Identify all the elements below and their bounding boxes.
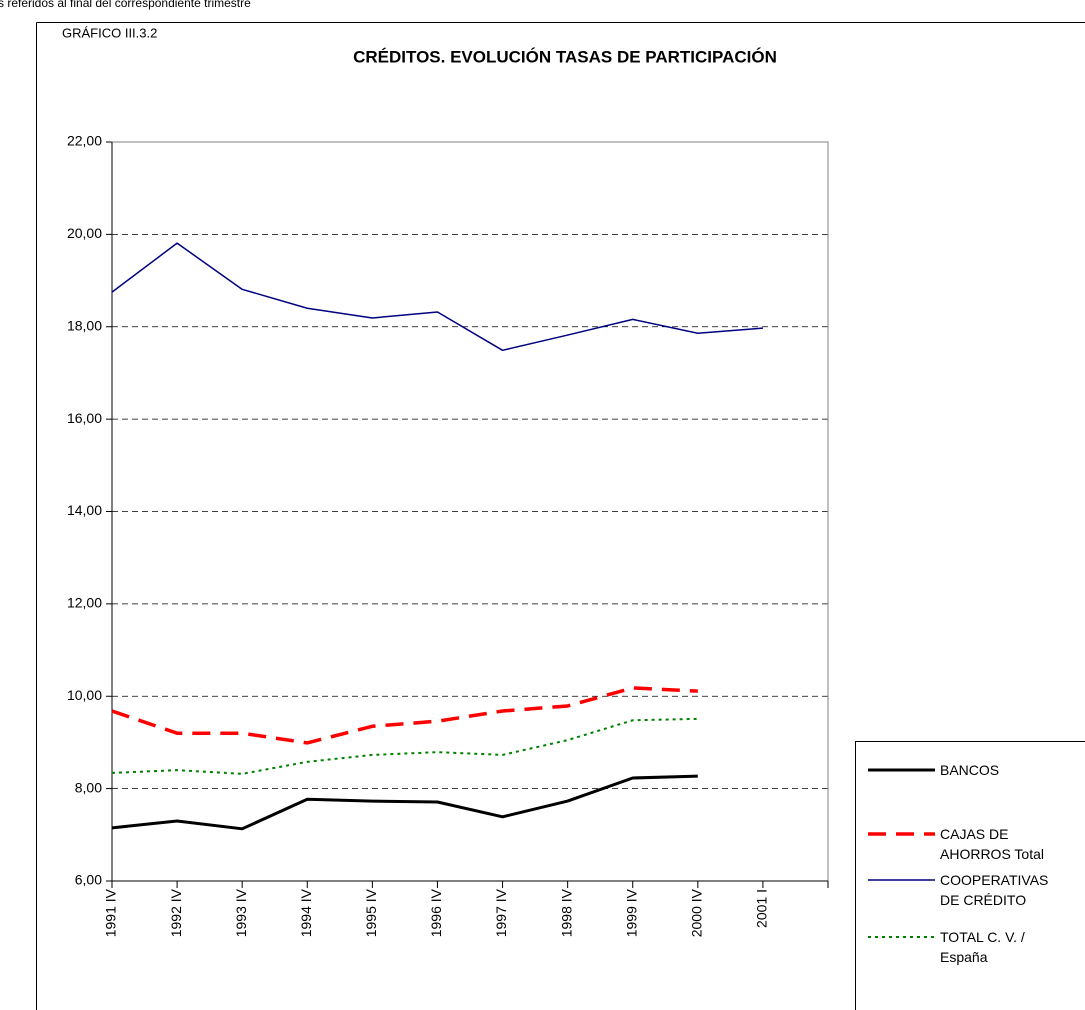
y-tick-label: 16,00 [67, 410, 102, 426]
series-line [111, 717, 698, 775]
x-tick-label: 1993 IV [233, 888, 249, 937]
chart-label: GRÁFICO III.3.2 [62, 25, 157, 40]
legend-label: CAJAS DE AHORROS Total [940, 826, 1044, 862]
x-tick-label: 1998 IV [558, 888, 574, 937]
x-tick-label: 1994 IV [298, 888, 314, 937]
y-tick-label: 20,00 [67, 225, 102, 241]
series-line [111, 686, 698, 745]
y-tick-label: 18,00 [67, 317, 102, 333]
x-tick-label: 1997 IV [493, 888, 509, 937]
y-tick-label: 22,00 [67, 133, 102, 149]
y-tick-label: 10,00 [67, 687, 102, 703]
y-tick-label: 12,00 [67, 595, 102, 611]
series-line [111, 242, 763, 352]
note: s referidos al final del correspondiente… [0, 0, 251, 10]
plot-area [111, 141, 829, 882]
x-tick-label: 2000 IV [689, 888, 705, 937]
y-tick-label: 8,00 [75, 779, 102, 795]
legend-label: BANCOS [940, 762, 1000, 778]
x-tick-label: 1999 IV [623, 888, 639, 937]
y-tick-label: 14,00 [67, 502, 102, 518]
x-tick-label: 1991 IV [103, 888, 119, 937]
legend-box [855, 741, 1085, 1010]
x-tick-label: 2001 I [754, 889, 770, 928]
x-tick-label: 1995 IV [363, 888, 379, 937]
legend-label: TOTAL C. V. / España [940, 929, 1025, 965]
x-tick-label: 1992 IV [168, 888, 184, 937]
y-tick-label: 6,00 [75, 872, 102, 888]
chart-title: CRÉDITOS. EVOLUCIÓN TASAS DE PARTICIPACI… [353, 47, 777, 66]
x-tick-label: 1996 IV [428, 888, 444, 937]
legend-label: COOPERATIVAS DE CRÉDITO [940, 872, 1049, 908]
series-line [111, 774, 698, 831]
